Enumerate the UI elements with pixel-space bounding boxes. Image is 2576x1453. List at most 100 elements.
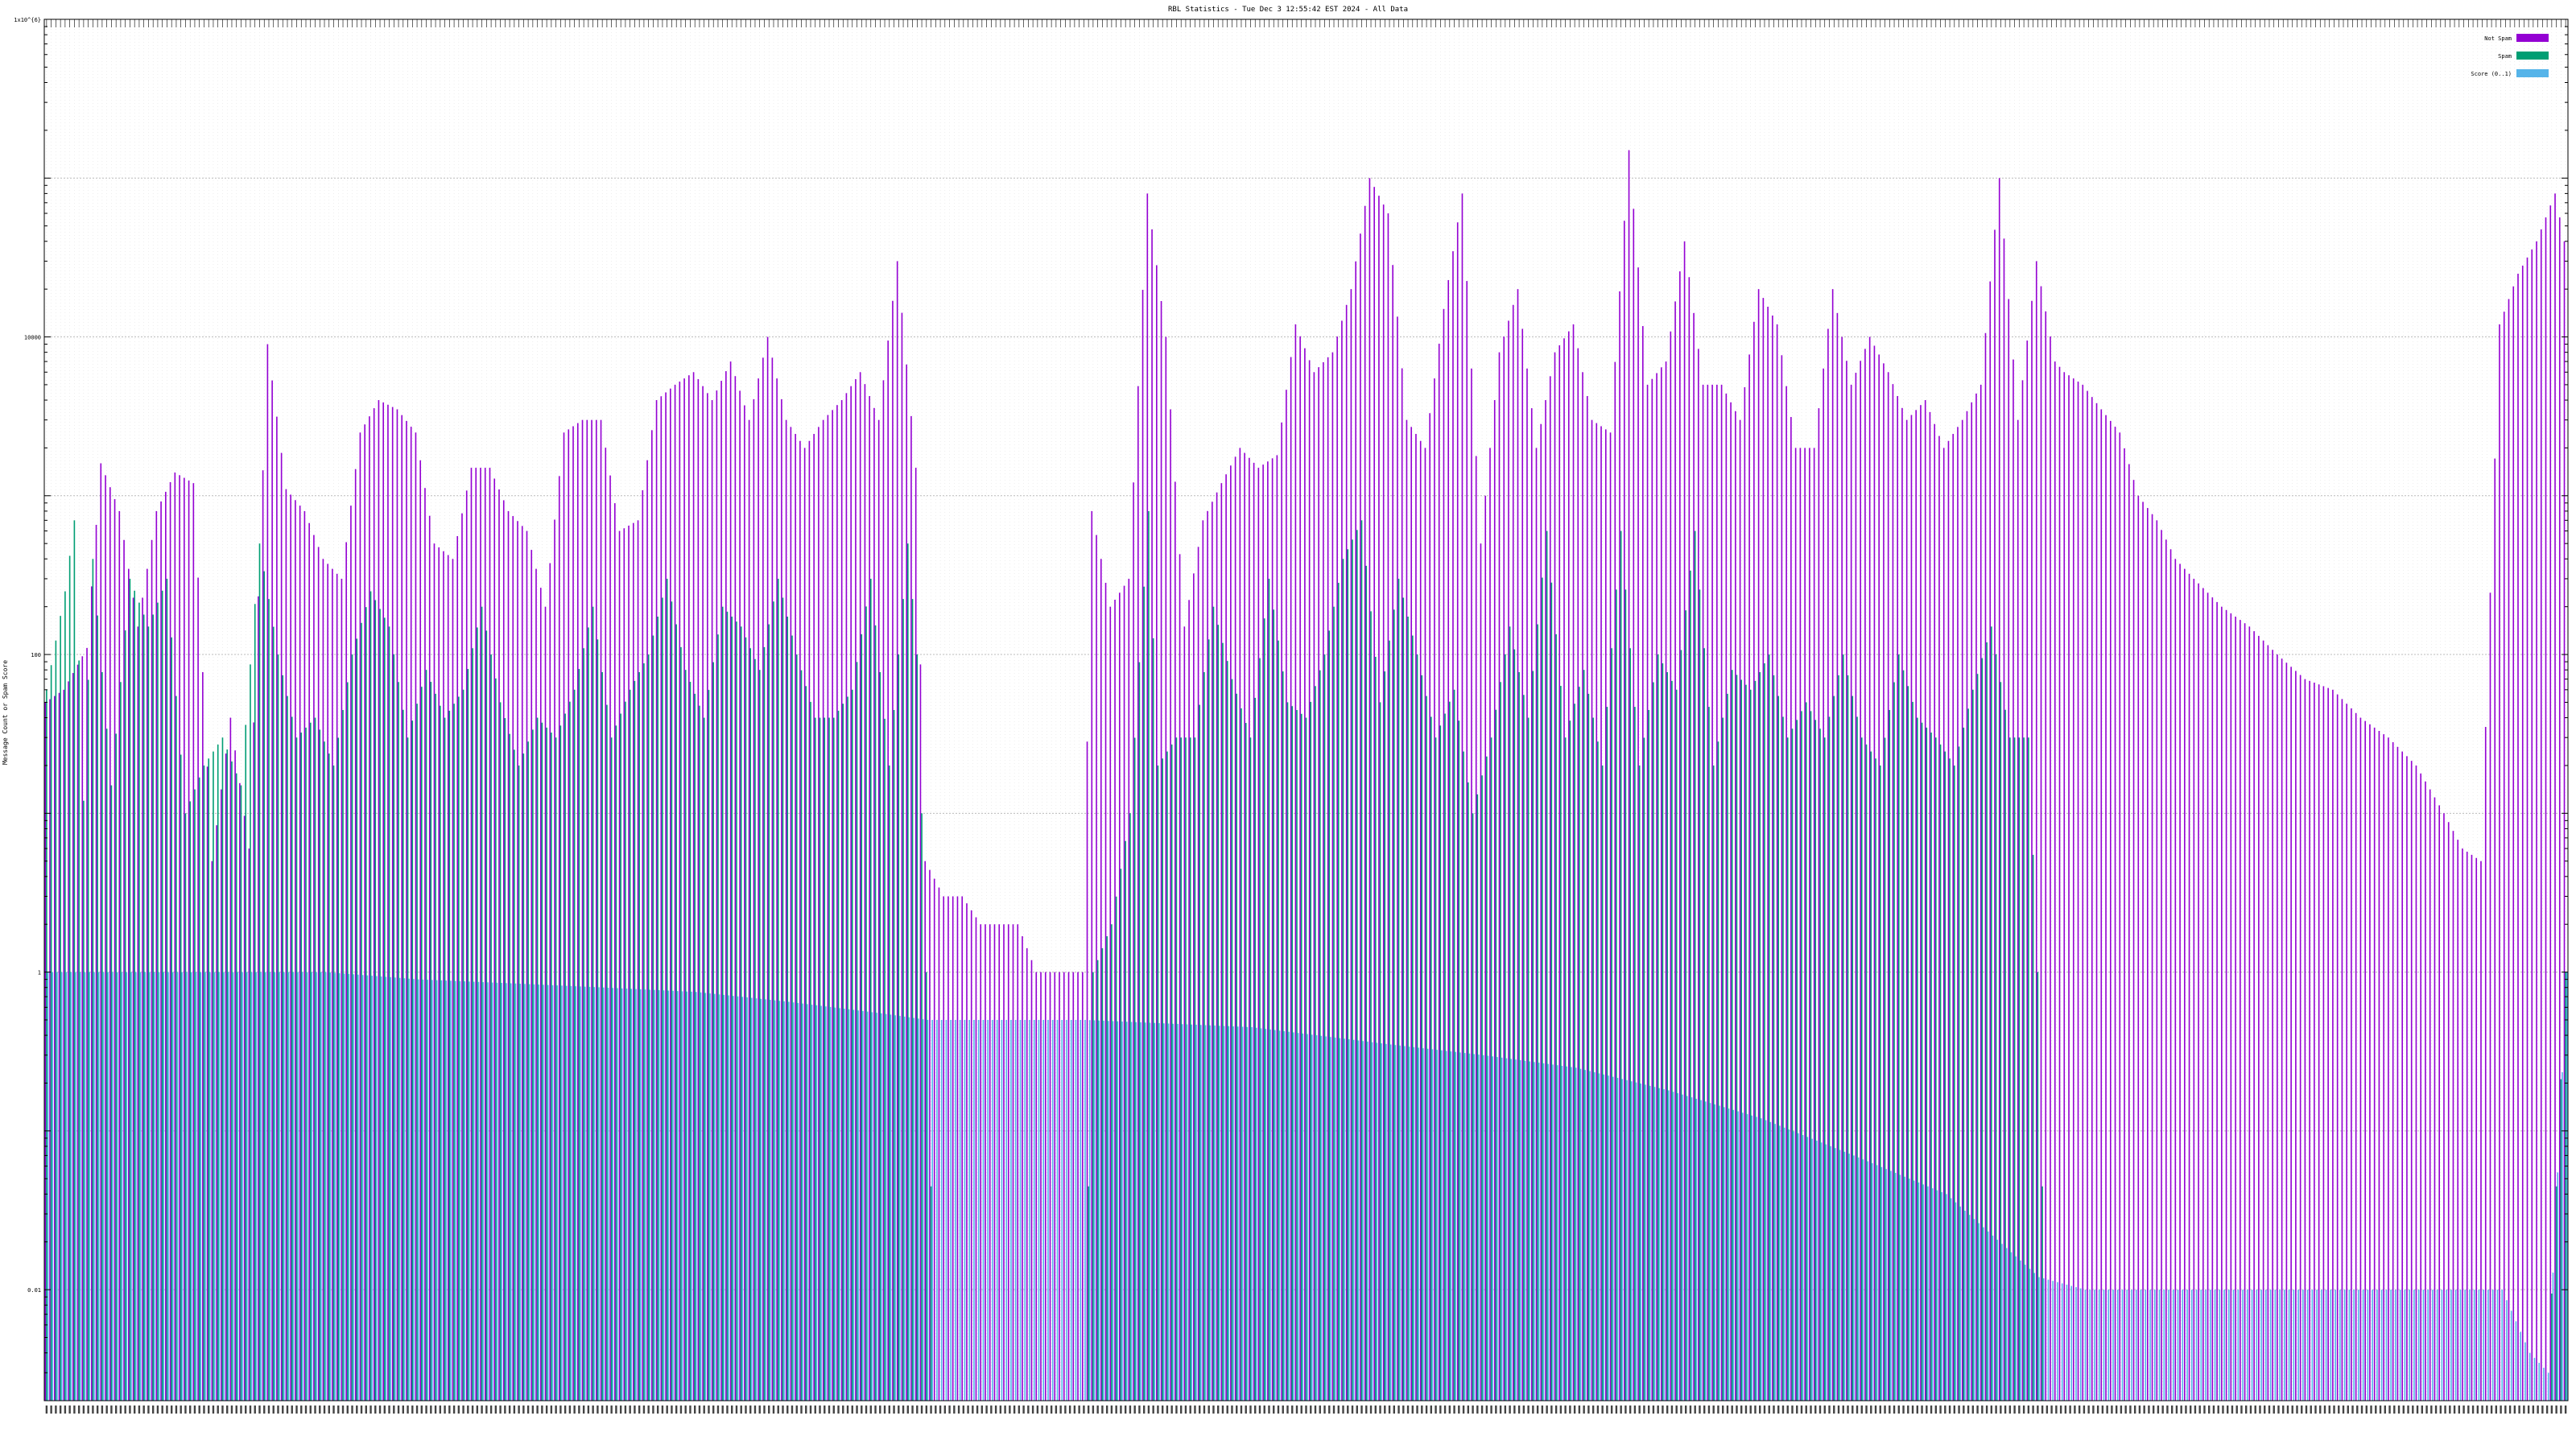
bar-not-spam <box>530 550 533 1401</box>
x-tick-label <box>1800 1406 1803 1414</box>
bar-score <box>1061 1019 1063 1401</box>
bar-not-spam <box>2008 299 2010 1401</box>
x-tick-label <box>2370 1406 2372 1414</box>
x-tick-label <box>2467 1406 2470 1414</box>
x-tick-label <box>2249 1406 2252 1414</box>
bar-score <box>209 972 211 1401</box>
x-tick-label <box>568 1406 572 1414</box>
bar-score <box>2140 1290 2142 1401</box>
bar-not-spam <box>221 789 222 1401</box>
bar-spam <box>824 717 826 1401</box>
bar-score <box>765 999 766 1401</box>
bar-spam <box>1893 682 1895 1401</box>
bar-score <box>2121 1290 2124 1401</box>
bar-score <box>2427 1290 2429 1401</box>
bar-not-spam <box>2290 667 2292 1401</box>
bar-not-spam <box>72 673 74 1401</box>
bar-not-spam <box>280 452 283 1401</box>
bar-spam <box>694 693 696 1401</box>
x-tick-label <box>2175 1406 2178 1414</box>
bar-not-spam <box>1323 361 1324 1401</box>
x-tick-label <box>1194 1406 1196 1414</box>
x-tick-label <box>378 1406 382 1414</box>
bar-spam <box>1879 765 1881 1401</box>
x-tick-label <box>2486 1406 2488 1414</box>
bar-spam <box>1814 720 1817 1401</box>
bar-score <box>1761 1118 1762 1401</box>
bar-score <box>1894 1172 1897 1401</box>
x-tick-label <box>1203 1406 1206 1414</box>
x-tick-label <box>2245 1406 2248 1414</box>
bar-score <box>931 1019 933 1401</box>
bar-score <box>955 1019 956 1401</box>
bar-not-spam <box>2262 640 2264 1401</box>
bar-not-spam <box>526 530 528 1401</box>
bar-not-spam <box>1165 336 1167 1401</box>
bar-not-spam <box>1604 429 1607 1401</box>
bar-spam <box>129 578 131 1401</box>
bar-score <box>1200 1025 1202 1401</box>
bar-not-spam <box>1452 251 1454 1401</box>
bar-not-spam <box>1901 407 1903 1401</box>
bar-score <box>501 983 503 1401</box>
bar-not-spam <box>2401 751 2403 1401</box>
x-tick-label <box>2527 1406 2530 1414</box>
bar-spam <box>1731 670 1733 1401</box>
x-tick-label <box>180 1406 182 1414</box>
bar-spam <box>1254 697 1257 1401</box>
bar-not-spam <box>725 371 727 1401</box>
x-tick-label <box>1004 1406 1006 1414</box>
bar-score <box>376 976 378 1401</box>
x-tick-label <box>133 1406 136 1414</box>
bar-not-spam <box>1572 324 1575 1401</box>
bar-score <box>279 972 280 1401</box>
bar-not-spam <box>2462 848 2463 1401</box>
bar-score <box>1219 1026 1220 1401</box>
x-tick-label <box>1810 1406 1812 1414</box>
bar-not-spam <box>1897 395 1898 1401</box>
bar-spam <box>1791 729 1794 1401</box>
x-tick-label <box>2078 1406 2081 1414</box>
bar-not-spam <box>1327 357 1329 1401</box>
bar-spam <box>861 634 863 1401</box>
x-tick-label <box>1402 1406 1405 1414</box>
x-tick-label <box>605 1406 609 1414</box>
bar-not-spam <box>271 380 273 1401</box>
bar-spam <box>805 686 807 1401</box>
bar-not-spam <box>1790 417 1792 1401</box>
bar-score <box>487 982 489 1401</box>
x-tick-label <box>2296 1406 2298 1414</box>
x-tick-label <box>679 1406 683 1414</box>
bar-spam <box>1546 530 1548 1401</box>
bar-score <box>543 984 544 1401</box>
bar-not-spam <box>1813 448 1815 1401</box>
bar-not-spam <box>276 416 278 1401</box>
bar-score <box>1746 1114 1748 1401</box>
bar-not-spam <box>1299 336 1301 1401</box>
bar-not-spam <box>1535 448 1538 1401</box>
bar-spam <box>1166 751 1168 1401</box>
bar-spam <box>379 609 381 1401</box>
bar-spam <box>263 571 266 1401</box>
x-tick-label <box>1522 1406 1525 1414</box>
x-tick-label <box>2523 1406 2525 1414</box>
x-tick-label <box>911 1406 914 1414</box>
x-tick-label <box>1985 1406 1988 1414</box>
x-tick-label <box>615 1406 617 1414</box>
bar-not-spam <box>2346 704 2347 1401</box>
bar-spam <box>356 638 358 1401</box>
bar-score <box>153 972 155 1401</box>
legend-swatch <box>2516 52 2549 60</box>
x-tick-label <box>791 1406 794 1414</box>
bar-not-spam <box>692 372 695 1401</box>
bar-score <box>60 972 63 1401</box>
x-tick-label <box>1208 1406 1210 1414</box>
bar-score <box>973 1019 975 1401</box>
bar-not-spam <box>776 378 778 1401</box>
bar-score <box>84 972 86 1401</box>
x-tick-label <box>1620 1406 1622 1414</box>
bar-not-spam <box>452 559 454 1401</box>
bar-score <box>1260 1028 1262 1401</box>
bar-spam <box>1958 746 1960 1401</box>
bar-score <box>1751 1115 1753 1401</box>
